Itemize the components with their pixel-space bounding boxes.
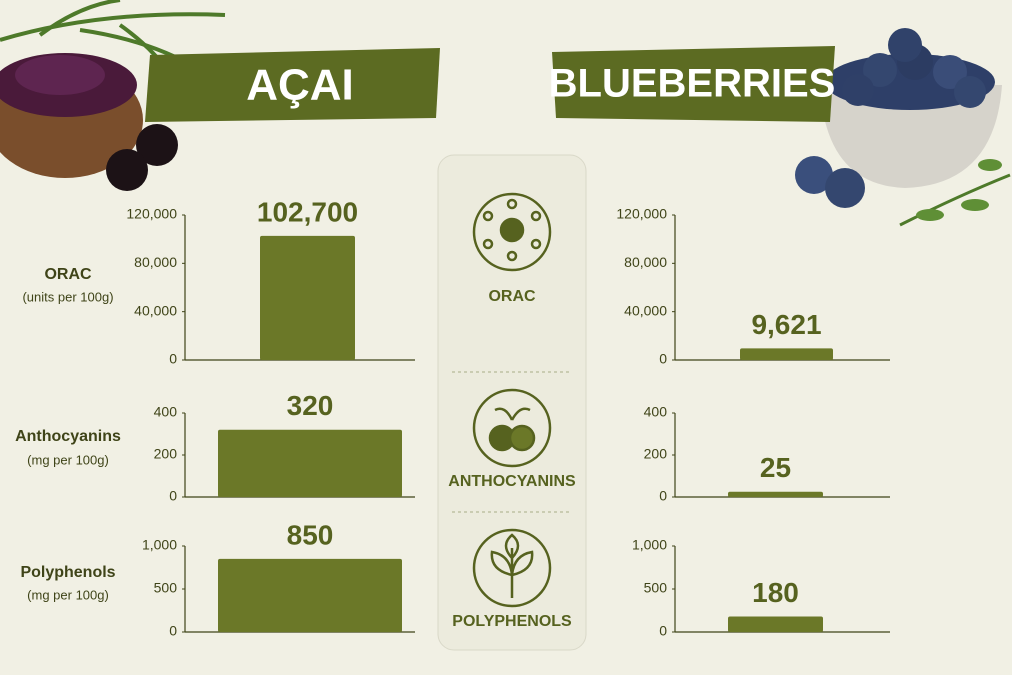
value-label: 25 [760, 452, 791, 483]
y-tick-label: 80,000 [624, 254, 667, 270]
row-label: ORAC [44, 266, 92, 283]
y-tick-label: 0 [659, 488, 667, 504]
bar [740, 348, 833, 360]
y-tick-label: 120,000 [616, 206, 667, 222]
acai-bowl [0, 53, 178, 191]
bar [728, 491, 823, 497]
row-label: Polyphenols [20, 564, 115, 581]
y-tick-label: 400 [154, 404, 178, 420]
y-tick-label: 400 [644, 404, 668, 420]
y-tick-label: 200 [154, 446, 178, 462]
value-label: 102,700 [257, 196, 358, 227]
title-blueberries: BLUEBERRIES [549, 62, 836, 106]
center-label: POLYPHENOLS [452, 613, 572, 630]
center-label: ANTHOCYANINS [448, 473, 576, 490]
banner-right [552, 46, 835, 122]
icons [472, 192, 552, 608]
center-panel [437, 154, 587, 651]
y-tick-label: 1,000 [632, 537, 667, 553]
bar [218, 429, 402, 497]
bar [260, 235, 355, 360]
row-unit: (units per 100g) [22, 289, 113, 304]
y-tick-label: 1,000 [142, 537, 177, 553]
y-tick-label: 500 [644, 580, 668, 596]
y-tick-label: 40,000 [624, 302, 667, 318]
value-label: 180 [752, 577, 799, 608]
y-tick-label: 0 [169, 351, 177, 367]
y-tick-label: 0 [659, 623, 667, 639]
title-acai: AÇAI [246, 61, 354, 110]
y-tick-label: 40,000 [134, 302, 177, 318]
y-tick-label: 80,000 [134, 254, 177, 270]
y-tick-label: 0 [169, 488, 177, 504]
value-label: 320 [287, 390, 334, 421]
blueberry-bowl [795, 28, 1011, 227]
center-label: ORAC [488, 288, 536, 305]
banner-left [145, 48, 440, 122]
bar [218, 558, 402, 632]
y-tick-label: 120,000 [126, 206, 177, 222]
row-unit: (mg per 100g) [27, 452, 109, 467]
y-tick-label: 500 [154, 580, 178, 596]
y-tick-label: 0 [659, 351, 667, 367]
y-tick-label: 200 [644, 446, 668, 462]
value-label: 9,621 [751, 309, 821, 340]
bar [728, 616, 823, 632]
y-tick-label: 0 [169, 623, 177, 639]
row-label: Anthocyanins [15, 428, 121, 445]
value-label: 850 [287, 519, 334, 550]
row-unit: (mg per 100g) [27, 587, 109, 602]
